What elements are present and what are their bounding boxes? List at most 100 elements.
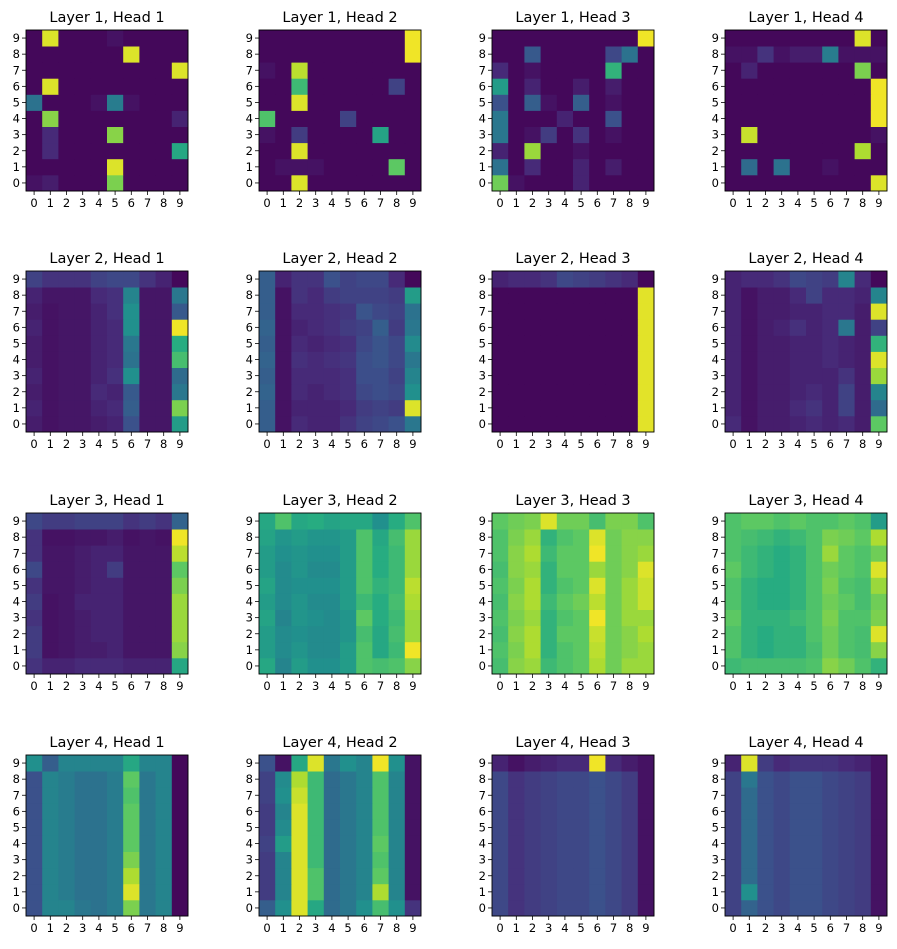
heatmap-cell: [356, 142, 373, 160]
heatmap-cell: [26, 62, 43, 79]
heatmap-cell: [139, 819, 156, 836]
heatmap-cell: [540, 174, 558, 192]
heatmap-cell: [789, 399, 807, 417]
heatmap-cell: [870, 78, 888, 95]
heatmap-cell: [637, 399, 655, 417]
y-tick-label: 8: [479, 47, 486, 61]
y-tick-label: 4: [13, 353, 20, 367]
heatmap-cell: [589, 819, 606, 836]
heatmap-cell: [492, 142, 509, 160]
heatmap-cell: [757, 30, 774, 47]
heatmap-cell: [492, 383, 509, 401]
heatmap-cell: [773, 819, 791, 836]
heatmap-cell: [291, 415, 308, 433]
heatmap-cell: [74, 351, 92, 368]
heatmap-cell: [356, 609, 373, 627]
heatmap-cell: [822, 30, 839, 47]
heatmap-cell: [291, 94, 308, 111]
heatmap-cell: [26, 335, 43, 352]
heatmap-cell: [605, 319, 622, 336]
heatmap-cell: [404, 383, 422, 401]
x-tick-label: 8: [859, 679, 866, 693]
heatmap-cell: [789, 851, 807, 869]
heatmap-cell: [139, 803, 156, 820]
y-tick-label: 6: [246, 320, 253, 334]
heatmap-cell: [741, 529, 758, 546]
heatmap-cell: [556, 609, 574, 627]
heatmap-cell: [26, 399, 43, 417]
x-tick-label: 0: [729, 921, 736, 935]
x-tick-label: 2: [762, 921, 769, 935]
heatmap-cell: [323, 561, 341, 578]
heatmap-cell: [74, 561, 92, 578]
heatmap-cell: [757, 78, 774, 95]
y-tick-label: 5: [13, 95, 20, 109]
heatmap-cell: [637, 110, 655, 127]
heatmap-cell: [275, 609, 292, 627]
heatmap-cell: [90, 367, 108, 385]
heatmap-cell: [404, 271, 422, 288]
heatmap-cell: [789, 529, 807, 546]
y-tick-label: 6: [479, 804, 486, 818]
y-tick-label: 1: [246, 160, 253, 174]
x-tick-label: 0: [729, 679, 736, 693]
heatmap-cell: [107, 787, 124, 804]
heatmap-cell: [139, 867, 156, 885]
y-tick-label: 5: [13, 336, 20, 350]
heatmap-cell: [573, 609, 590, 627]
heatmap-cell: [356, 271, 373, 288]
heatmap-cell: [275, 78, 292, 95]
heatmap-cell: [323, 142, 341, 160]
heatmap-cell: [171, 529, 189, 546]
y-tick-label: 2: [712, 144, 719, 158]
heatmap-cell: [589, 287, 606, 304]
heatmap-cell: [155, 867, 173, 885]
heatmap-cell: [540, 287, 558, 304]
heatmap-cell: [556, 94, 574, 111]
heatmap-cell: [90, 158, 108, 176]
heatmap-cell: [589, 835, 606, 852]
heatmap-cell: [822, 771, 839, 788]
heatmap-cell: [757, 367, 774, 385]
x-tick-label: 5: [810, 437, 817, 451]
heatmap-cell: [524, 367, 541, 385]
y-tick-label: 8: [712, 47, 719, 61]
heatmap-cell: [340, 851, 357, 869]
heatmap-cell: [773, 545, 791, 562]
heatmap-cell: [388, 367, 406, 385]
heatmap-cell: [757, 641, 774, 659]
heatmap-cell: [372, 803, 389, 820]
heatmap-cell: [259, 271, 276, 288]
heatmap-cell: [806, 755, 823, 772]
heatmap-cell: [822, 867, 839, 885]
heatmap-cell: [323, 126, 341, 144]
heatmap-cell: [725, 803, 742, 820]
x-tick-label: 4: [328, 437, 335, 451]
heatmap-cell: [854, 351, 872, 368]
heatmap-cell: [171, 367, 189, 385]
heatmap-cell: [725, 577, 742, 594]
heatmap-cell: [171, 883, 189, 901]
x-tick-label: 2: [63, 921, 70, 935]
y-tick-label: 0: [479, 417, 486, 431]
heatmap-cell: [139, 335, 156, 352]
heatmap-cell: [259, 641, 276, 659]
heatmap-cell: [854, 867, 872, 885]
heatmap-cell: [340, 303, 357, 320]
x-tick-label: 2: [762, 196, 769, 210]
heatmap-cell: [854, 787, 872, 804]
heatmap-cell: [492, 883, 509, 901]
x-tick-label: 6: [594, 196, 601, 210]
x-tick-label: 7: [610, 679, 617, 693]
heatmap-cell: [90, 835, 108, 852]
heatmap-cell: [822, 625, 839, 643]
heatmap-cell: [757, 271, 774, 288]
heatmap-cell: [540, 78, 558, 95]
heatmap-cell: [789, 641, 807, 659]
heatmap-cell: [26, 415, 43, 433]
heatmap-cell: [74, 609, 92, 627]
heatmap-cell: [58, 529, 75, 546]
heatmap-cell: [589, 335, 606, 352]
heatmap-cell: [356, 755, 373, 772]
